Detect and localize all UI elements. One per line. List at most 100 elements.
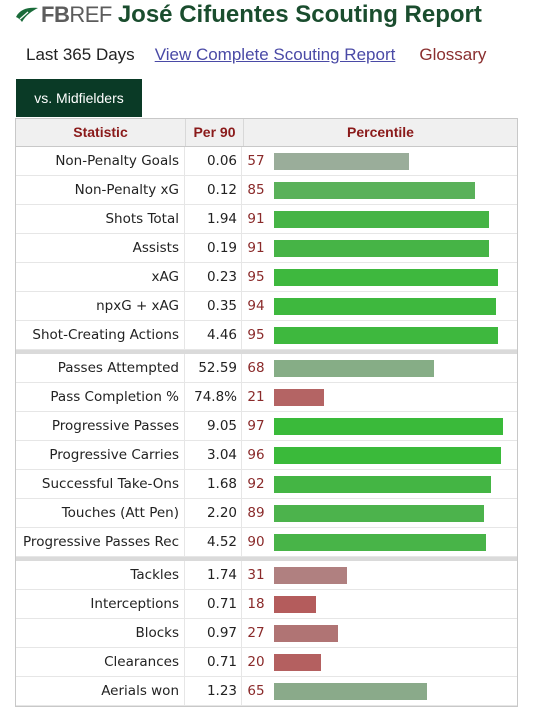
glossary-link[interactable]: Glossary — [419, 45, 487, 64]
percentile-bar — [274, 533, 487, 551]
percentile-cell: 89 — [242, 499, 517, 527]
stat-name: npxG + xAG — [16, 292, 185, 320]
percentile-bar-track — [270, 533, 511, 551]
table-header: Statistic Per 90 Percentile — [16, 119, 517, 147]
per90-value: 0.97 — [185, 619, 242, 647]
logo-fb-text: FB — [41, 2, 70, 27]
percentile-value: 95 — [247, 327, 265, 343]
stat-name: Non-Penalty xG — [16, 176, 185, 204]
percentile-cell: 94 — [242, 292, 517, 320]
percentile-cell: 97 — [242, 412, 517, 440]
per90-value: 52.59 — [185, 354, 242, 382]
table-row: Progressive Passes Rec 4.52 90 — [16, 528, 517, 557]
stat-name: Non-Penalty Goals — [16, 147, 185, 175]
percentile-value: 91 — [247, 240, 265, 256]
percentile-cell: 92 — [242, 470, 517, 498]
per90-value: 1.74 — [185, 561, 242, 589]
logo-ref-text: REF — [69, 2, 112, 27]
percentile-bar-track — [270, 504, 511, 522]
percentile-value: 65 — [247, 683, 265, 699]
percentile-bar — [274, 152, 409, 170]
stat-name: Passes Attempted — [16, 354, 185, 382]
per90-value: 4.52 — [185, 528, 242, 556]
percentile-bar-track — [270, 297, 511, 315]
leaf-icon — [16, 7, 38, 22]
percentile-cell: 95 — [242, 263, 517, 291]
percentile-value: 90 — [247, 534, 265, 550]
stat-name: Shots Total — [16, 205, 185, 233]
table-row: Progressive Carries 3.04 96 — [16, 441, 517, 470]
percentile-cell: 91 — [242, 205, 517, 233]
percentile-bar — [274, 653, 322, 671]
percentile-bar — [274, 682, 428, 700]
per90-value: 0.71 — [185, 648, 242, 676]
percentile-cell: 27 — [242, 619, 517, 647]
per90-value: 1.23 — [185, 677, 242, 705]
tab-vs-midfielders[interactable]: vs. Midfielders — [16, 79, 142, 117]
percentile-bar — [274, 181, 475, 199]
table-row: Clearances 0.71 20 — [16, 648, 517, 677]
stat-name: Shot-Creating Actions — [16, 321, 185, 349]
fbref-logo[interactable]: FB REF — [14, 2, 112, 28]
percentile-bar — [274, 504, 485, 522]
table-row: Progressive Passes 9.05 97 — [16, 412, 517, 441]
percentile-cell: 95 — [242, 321, 517, 349]
header-statistic[interactable]: Statistic — [16, 119, 186, 146]
percentile-bar — [274, 239, 489, 257]
percentile-bar-track — [270, 210, 511, 228]
percentile-bar — [274, 595, 317, 613]
percentile-value: 94 — [247, 298, 265, 314]
percentile-bar-track — [270, 239, 511, 257]
percentile-bar — [274, 210, 489, 228]
stat-name: Successful Take-Ons — [16, 470, 185, 498]
table-body: Non-Penalty Goals 0.06 57 Non-Penalty xG 0.1… — [16, 147, 517, 706]
header-percentile[interactable]: Percentile — [347, 124, 414, 140]
view-complete-report-link[interactable]: View Complete Scouting Report — [154, 45, 396, 64]
table-row: Passes Attempted 52.59 68 — [16, 354, 517, 383]
percentile-bar — [274, 359, 435, 377]
percentile-bar — [274, 388, 324, 406]
table-row: xAG 0.23 95 — [16, 263, 517, 292]
percentile-bar-track — [270, 653, 511, 671]
percentile-bar-track — [270, 152, 511, 170]
per90-value: 0.12 — [185, 176, 242, 204]
per90-value: 0.19 — [185, 234, 242, 262]
percentile-value: 57 — [247, 153, 265, 169]
per90-value: 9.05 — [185, 412, 242, 440]
percentile-cell: 21 — [242, 383, 517, 411]
percentile-cell: 68 — [242, 354, 517, 382]
percentile-cell: 20 — [242, 648, 517, 676]
percentile-cell: 85 — [242, 176, 517, 204]
percentile-bar-track — [270, 475, 511, 493]
page-header: FB REF José Cifuentes Scouting Report — [14, 0, 482, 30]
percentile-bar — [274, 297, 496, 315]
stat-name: Assists — [16, 234, 185, 262]
stat-name: Touches (Att Pen) — [16, 499, 185, 527]
table-row: Touches (Att Pen) 2.20 89 — [16, 499, 517, 528]
percentile-bar — [274, 268, 499, 286]
per90-value: 0.06 — [185, 147, 242, 175]
percentile-bar — [274, 446, 501, 464]
percentile-value: 92 — [247, 476, 265, 492]
table-row: Aerials won 1.23 65 — [16, 677, 517, 706]
percentile-value: 91 — [247, 211, 265, 227]
header-per90[interactable]: Per 90 — [186, 119, 244, 146]
percentile-cell: 18 — [242, 590, 517, 618]
stat-name: xAG — [16, 263, 185, 291]
percentile-cell: 57 — [242, 147, 517, 175]
table-row: Successful Take-Ons 1.68 92 — [16, 470, 517, 499]
percentile-cell: 91 — [242, 234, 517, 262]
percentile-value: 27 — [247, 625, 265, 641]
stat-name: Progressive Carries — [16, 441, 185, 469]
per90-value: 4.46 — [185, 321, 242, 349]
stat-name: Blocks — [16, 619, 185, 647]
percentile-bar — [274, 417, 503, 435]
percentile-value: 89 — [247, 505, 265, 521]
percentile-bar-track — [270, 446, 511, 464]
percentile-value: 68 — [247, 360, 265, 376]
percentile-value: 85 — [247, 182, 265, 198]
scouting-table: Statistic Per 90 Percentile Non-Penalty … — [15, 118, 518, 707]
percentile-value: 31 — [247, 567, 265, 583]
table-row: Interceptions 0.71 18 — [16, 590, 517, 619]
stat-name: Pass Completion % — [16, 383, 185, 411]
